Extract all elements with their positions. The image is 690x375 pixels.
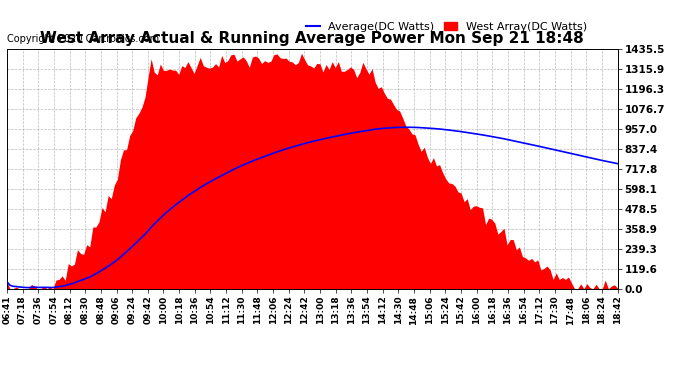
Title: West Array Actual & Running Average Power Mon Sep 21 18:48: West Array Actual & Running Average Powe… [40,31,584,46]
Legend: Average(DC Watts), West Array(DC Watts): Average(DC Watts), West Array(DC Watts) [302,17,591,36]
Text: Copyright 2020 Cartronics.com: Copyright 2020 Cartronics.com [7,34,159,44]
